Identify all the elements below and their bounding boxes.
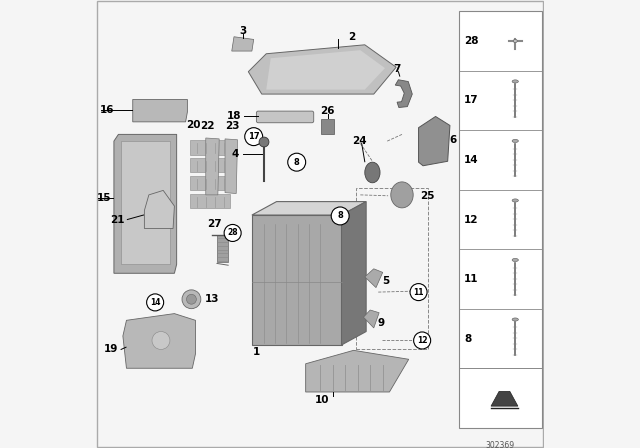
Text: 8: 8	[464, 334, 472, 344]
Text: 19: 19	[104, 345, 118, 354]
Text: 16: 16	[100, 105, 114, 115]
Ellipse shape	[152, 332, 170, 349]
Text: 20: 20	[186, 121, 201, 130]
Text: 12: 12	[417, 336, 428, 345]
Text: 22: 22	[200, 121, 214, 131]
Text: 18: 18	[227, 111, 241, 121]
Polygon shape	[342, 202, 366, 345]
Text: 17: 17	[248, 132, 259, 141]
Text: 12: 12	[464, 215, 479, 224]
Text: 11: 11	[413, 288, 424, 297]
Bar	[321, 119, 334, 134]
Text: 10: 10	[315, 395, 330, 405]
Text: 25: 25	[420, 191, 435, 201]
Text: 8: 8	[294, 158, 300, 167]
Ellipse shape	[513, 39, 517, 43]
Polygon shape	[252, 202, 366, 215]
Text: 8: 8	[337, 211, 343, 220]
Ellipse shape	[512, 80, 518, 83]
Text: 14: 14	[464, 155, 479, 165]
Text: 9: 9	[378, 319, 385, 328]
Ellipse shape	[332, 207, 349, 225]
Ellipse shape	[365, 162, 380, 183]
Text: 11: 11	[464, 274, 479, 284]
Ellipse shape	[186, 294, 196, 304]
Ellipse shape	[147, 294, 164, 311]
Polygon shape	[123, 314, 195, 368]
Bar	[459, 11, 541, 428]
Text: 5: 5	[382, 276, 390, 286]
Bar	[356, 188, 428, 349]
Text: 7: 7	[394, 64, 401, 74]
Polygon shape	[266, 50, 385, 90]
Text: 28: 28	[227, 228, 238, 237]
Ellipse shape	[244, 128, 262, 146]
Ellipse shape	[410, 284, 427, 301]
Text: 26: 26	[321, 106, 335, 116]
Polygon shape	[232, 37, 253, 51]
Ellipse shape	[512, 139, 518, 142]
Polygon shape	[205, 138, 219, 195]
Text: 21: 21	[111, 215, 125, 224]
Text: 2: 2	[348, 32, 355, 42]
Text: 14: 14	[150, 298, 161, 307]
Text: 15: 15	[97, 193, 111, 203]
Polygon shape	[491, 392, 518, 406]
Ellipse shape	[413, 332, 431, 349]
Text: 302369: 302369	[486, 441, 515, 448]
Ellipse shape	[288, 153, 306, 171]
Bar	[217, 235, 228, 262]
Text: 27: 27	[207, 219, 221, 229]
Bar	[190, 194, 230, 208]
Polygon shape	[306, 350, 409, 392]
FancyBboxPatch shape	[257, 111, 314, 123]
Text: 1: 1	[253, 347, 260, 357]
Text: 17: 17	[464, 95, 479, 105]
Bar	[190, 176, 230, 190]
Text: 28: 28	[464, 36, 479, 46]
Text: 13: 13	[204, 294, 219, 304]
Bar	[190, 140, 230, 155]
Polygon shape	[132, 99, 188, 122]
Ellipse shape	[391, 182, 413, 208]
Polygon shape	[396, 80, 412, 108]
Ellipse shape	[182, 290, 201, 309]
Ellipse shape	[259, 137, 269, 147]
Polygon shape	[114, 134, 177, 273]
Ellipse shape	[224, 224, 241, 241]
Polygon shape	[248, 45, 396, 94]
Ellipse shape	[512, 199, 518, 202]
Text: 3: 3	[239, 26, 246, 36]
Polygon shape	[365, 269, 383, 288]
Text: 23: 23	[225, 121, 239, 131]
Ellipse shape	[512, 258, 518, 262]
Polygon shape	[145, 190, 174, 228]
Bar	[190, 158, 230, 172]
Text: 24: 24	[352, 136, 367, 146]
Polygon shape	[364, 310, 379, 328]
Ellipse shape	[512, 318, 518, 321]
Polygon shape	[225, 139, 237, 194]
Polygon shape	[252, 215, 342, 345]
Text: 6: 6	[449, 135, 457, 145]
Polygon shape	[120, 141, 170, 264]
Text: 4: 4	[232, 149, 239, 159]
Polygon shape	[419, 116, 450, 166]
